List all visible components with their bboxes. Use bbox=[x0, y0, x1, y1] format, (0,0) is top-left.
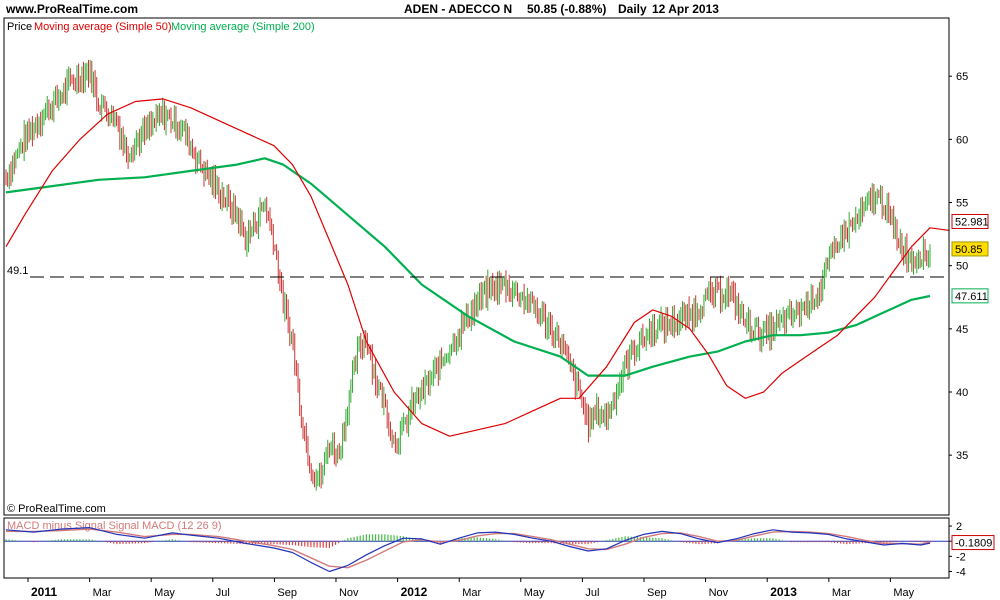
x-tick-label: May bbox=[154, 587, 175, 599]
price-y-tick-label: 40 bbox=[956, 387, 968, 399]
price-value-badge-label: 50.85 bbox=[955, 244, 983, 256]
x-tick-label: May bbox=[893, 587, 914, 599]
ma200-value-badge-box bbox=[951, 288, 989, 304]
legend-ma50: Moving average (Simple 50) bbox=[34, 21, 172, 33]
last-value-badges: 52.981 50.85 47.611 bbox=[951, 213, 989, 304]
ma50-value-badge-label: 52.981 bbox=[955, 216, 989, 228]
period-text: Daily bbox=[618, 2, 647, 16]
price-y-tick-label: 60 bbox=[956, 134, 968, 146]
legend-ma200: Moving average (Simple 200) bbox=[171, 21, 315, 33]
price-value-badge-box bbox=[951, 241, 989, 257]
x-tick-label: Nov bbox=[339, 587, 359, 599]
legend-price: Price bbox=[7, 21, 32, 33]
price-y-tick-label: 65 bbox=[956, 71, 968, 83]
x-tick-label: 2012 bbox=[401, 585, 428, 599]
price-y-axis: 35 40 45 50 55 60 65 bbox=[949, 71, 968, 462]
ma50-line[interactable] bbox=[5, 98, 949, 437]
price-bars bbox=[5, 59, 931, 491]
x-tick-label: Sep bbox=[647, 587, 667, 599]
price-y-tick-label: 45 bbox=[956, 324, 968, 336]
x-tick-label: Mar bbox=[832, 587, 851, 599]
macd-y-tick-label: 2 bbox=[956, 521, 962, 533]
ma50-value-badge-box bbox=[951, 213, 989, 229]
macd-line[interactable] bbox=[5, 527, 931, 573]
x-tick-label: Sep bbox=[277, 587, 297, 599]
instrument-name: ADEN - ADECCO N bbox=[404, 2, 512, 16]
quote-text: 50.85 (-0.88%) bbox=[527, 2, 606, 16]
price-lines bbox=[5, 98, 949, 437]
x-tick-label: Mar bbox=[462, 587, 481, 599]
x-tick-label: 2013 bbox=[770, 585, 797, 599]
x-tick-label: Nov bbox=[709, 587, 729, 599]
macd-lines bbox=[5, 527, 931, 573]
macd-last-value-badge: -0.1809 bbox=[951, 535, 995, 551]
macd-signal-line[interactable] bbox=[6, 528, 931, 569]
x-tick-label: Jul bbox=[585, 587, 599, 599]
macd-y-tick-label: -4 bbox=[956, 566, 966, 578]
copyright: © ProRealTime.com bbox=[7, 503, 106, 515]
macd-value-box bbox=[951, 535, 995, 551]
date-text: 12 Apr 2013 bbox=[652, 2, 719, 16]
ma200-line[interactable] bbox=[5, 157, 931, 377]
macd-value-label: -0.1809 bbox=[955, 538, 992, 550]
x-axis: 2011 Mar May Jul Sep Nov 2012 Mar May Jul Sep Nov 20… bbox=[27, 578, 915, 599]
price-panel-frame bbox=[3, 17, 950, 516]
price-y-tick-label: 55 bbox=[956, 198, 968, 210]
x-tick-label: 2011 bbox=[31, 585, 57, 599]
x-tick-label: Mar bbox=[93, 587, 112, 599]
site-name[interactable]: www.ProRealTime.com bbox=[5, 2, 138, 16]
price-y-tick-label: 50 bbox=[956, 261, 968, 273]
price-y-tick-label: 35 bbox=[956, 450, 968, 462]
x-tick-label: May bbox=[524, 587, 545, 599]
macd-legend: MACD minus Signal Signal MACD (12 26 9) bbox=[7, 520, 222, 532]
reference-line-label: 49.1 bbox=[7, 265, 28, 277]
x-tick-label: Jul bbox=[216, 587, 230, 599]
macd-y-tick-label: -2 bbox=[956, 551, 966, 563]
ma200-value-badge-label: 47.611 bbox=[955, 291, 988, 303]
